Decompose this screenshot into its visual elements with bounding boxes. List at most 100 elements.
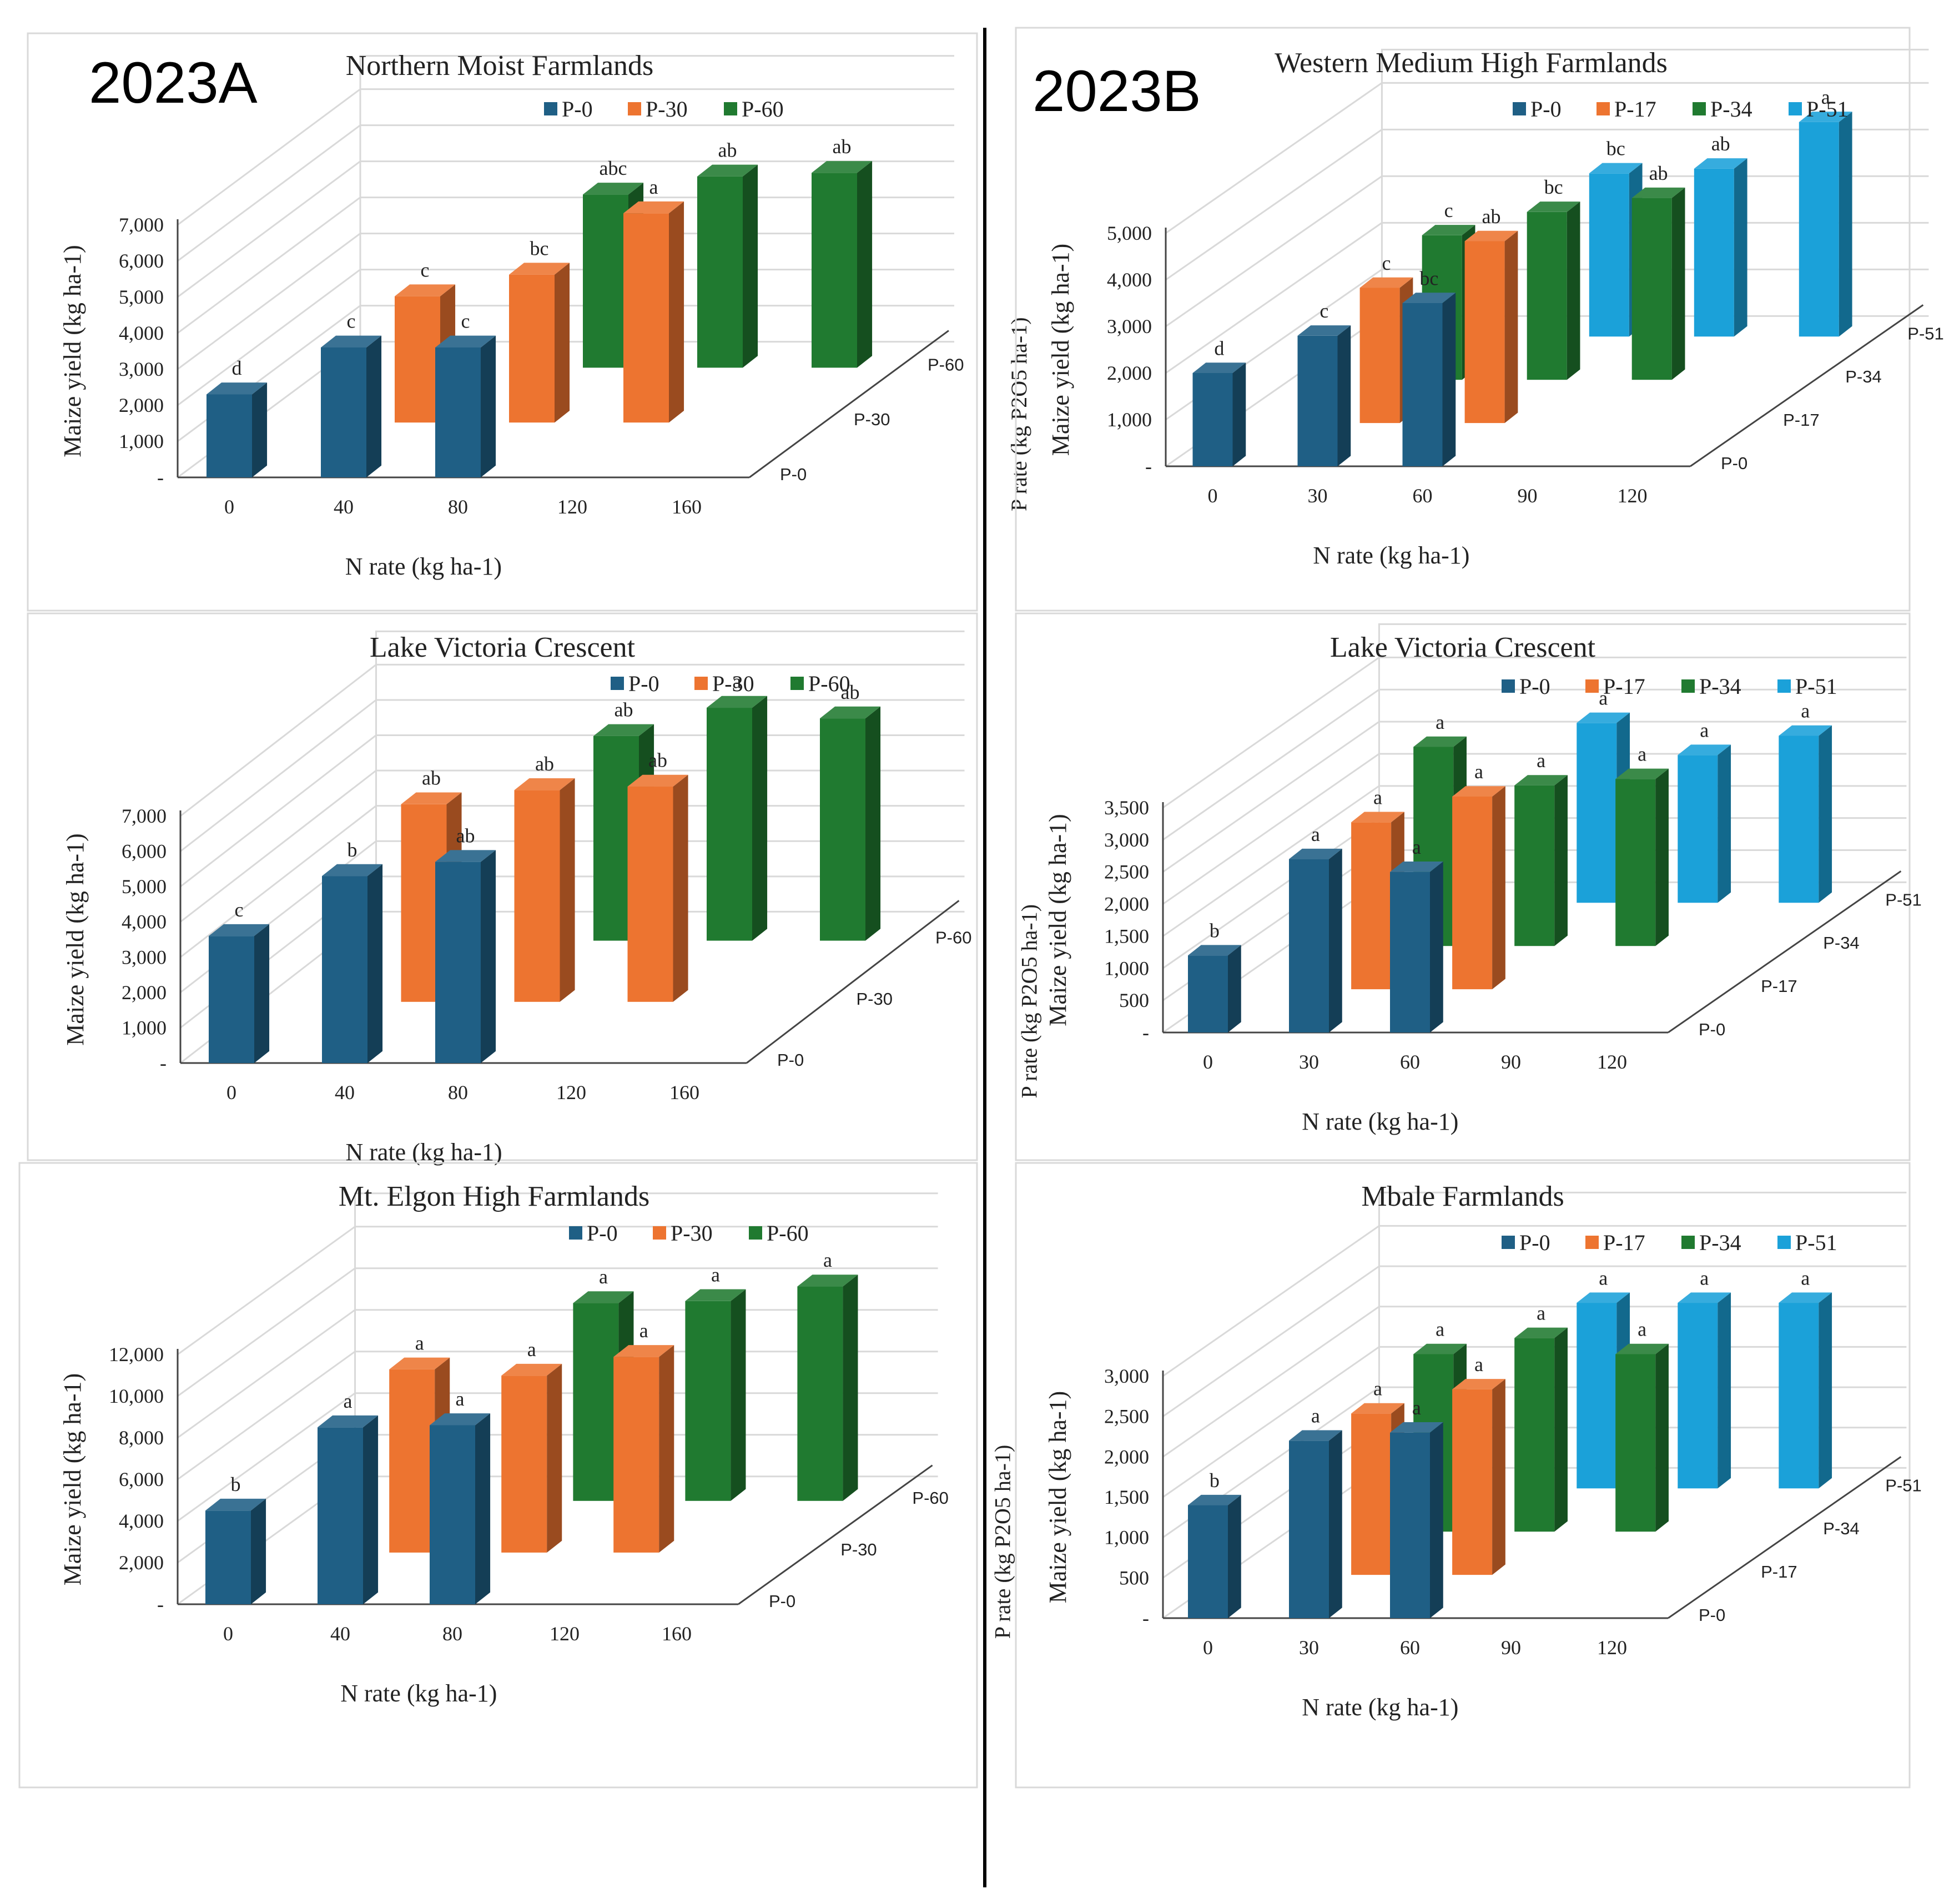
bar-p-30	[627, 774, 688, 1002]
x-tick-label: 90	[1518, 485, 1538, 507]
depth-tick-label: P-0	[780, 465, 807, 484]
bar-p-60	[685, 1289, 746, 1501]
panel-tag-left: 2023A	[89, 51, 258, 115]
bar-top	[318, 1415, 379, 1428]
x-tick-label: 80	[448, 496, 468, 518]
x-tick-label: 60	[1413, 485, 1433, 507]
bar-p-0	[322, 864, 383, 1063]
legend-label: P-0	[1519, 1230, 1550, 1255]
y-tick-label: 1,000	[119, 430, 164, 452]
bar-top	[435, 335, 496, 347]
bar-side	[843, 1275, 858, 1501]
y-tick-label: 4,000	[119, 322, 164, 344]
chart-panel-4: - 500 1,000 1,500 2,000 2,500 3,000 3,500 0 30 60 9…	[1015, 612, 1922, 1161]
bar-side	[1819, 1292, 1832, 1489]
bar-p-0	[1188, 945, 1241, 1032]
bar-front	[1514, 785, 1555, 946]
bar-side	[669, 201, 684, 423]
y-tick-label: 2,500	[1104, 1406, 1149, 1428]
bar-top	[1413, 736, 1467, 747]
bar-p-0	[435, 335, 496, 477]
gridline	[1165, 82, 1929, 234]
x-axis-title: N rate (kg ha-1)	[345, 1139, 502, 1166]
chart-frame	[1015, 27, 1911, 612]
y-tick-label: 1,500	[1104, 1486, 1149, 1508]
bar-p-60	[697, 164, 758, 368]
gridline	[177, 1226, 938, 1356]
bar-front	[1678, 755, 1718, 903]
depth-tick-label: P-0	[769, 1591, 795, 1611]
bar-front	[389, 1369, 435, 1553]
bar-front	[1779, 736, 1819, 903]
bar-front	[697, 176, 743, 368]
bar-front	[1527, 211, 1567, 380]
x-tick-label: 0	[226, 1081, 236, 1104]
data-label: a	[1599, 687, 1608, 709]
depth-tick-label: P-0	[1721, 454, 1747, 473]
legend-swatch	[724, 102, 737, 115]
depth-tick-label: P-34	[1823, 933, 1859, 953]
data-label: a	[456, 1388, 465, 1410]
legend-label: P-60	[808, 671, 850, 696]
bar-p-51	[1678, 744, 1731, 903]
bar-front	[207, 394, 252, 477]
data-label: a	[639, 1319, 648, 1342]
bar-p-51	[1799, 112, 1852, 337]
back-wall	[354, 1192, 938, 1477]
legend-label: P-30	[712, 671, 754, 696]
depth-tick-label: P-30	[840, 1540, 877, 1559]
bar-front	[613, 1357, 659, 1553]
legend-swatch	[611, 677, 624, 690]
data-label: a	[1537, 1302, 1545, 1324]
bar-front	[1514, 1338, 1555, 1532]
y-tick-label: 3,000	[1104, 829, 1149, 851]
data-label: c	[1382, 252, 1391, 274]
data-label: d	[232, 357, 242, 379]
back-wall	[1378, 623, 1907, 883]
data-label: a	[1537, 749, 1545, 772]
chart-title: Lake Victoria Crescent	[370, 632, 636, 663]
bar-p-30	[514, 778, 575, 1002]
bar-front	[797, 1286, 843, 1501]
bar-front	[1402, 303, 1443, 466]
bar-p-30	[613, 1345, 674, 1553]
bar-p-30	[509, 263, 570, 423]
data-label: bc	[1419, 267, 1438, 289]
bar-front	[501, 1376, 547, 1553]
legend-swatch	[1777, 1236, 1791, 1249]
data-label: ab	[1482, 205, 1500, 228]
bar-front	[435, 347, 481, 477]
x-tick-label: 160	[669, 1081, 699, 1104]
bar-p-0	[205, 1498, 266, 1604]
x-tick-label: 0	[1203, 1051, 1213, 1073]
bar-top	[1402, 293, 1456, 303]
legend-swatch	[1681, 1236, 1695, 1249]
bar-side	[367, 864, 383, 1063]
legend-label: P-60	[742, 97, 784, 122]
bar-top	[1631, 187, 1685, 198]
bar-front	[435, 862, 481, 1063]
bar-p-51	[1678, 1292, 1731, 1489]
bar-top	[1390, 1422, 1443, 1433]
bar-side	[560, 778, 575, 1002]
chart-frame	[27, 612, 978, 1161]
x-tick-label: 90	[1501, 1051, 1521, 1073]
back-wall	[359, 55, 954, 342]
bar-top	[1422, 225, 1475, 235]
depth-tick-label: P-30	[854, 410, 890, 429]
data-label: a	[1700, 1267, 1709, 1289]
legend-label: P-17	[1603, 674, 1645, 699]
chart-frame	[1015, 612, 1911, 1161]
bar-side	[752, 696, 768, 941]
gridline	[177, 88, 954, 226]
bar-p-30	[501, 1363, 562, 1553]
data-label: c	[235, 899, 244, 921]
bar-front	[514, 790, 560, 1002]
legend-label: P-0	[1519, 674, 1550, 699]
depth-tick-label: P-60	[935, 928, 971, 948]
bar-p-0	[1297, 325, 1351, 466]
bar-side	[1671, 187, 1685, 380]
bar-side	[475, 1413, 491, 1604]
data-label: bc	[530, 237, 549, 259]
data-label: ab	[833, 135, 852, 158]
